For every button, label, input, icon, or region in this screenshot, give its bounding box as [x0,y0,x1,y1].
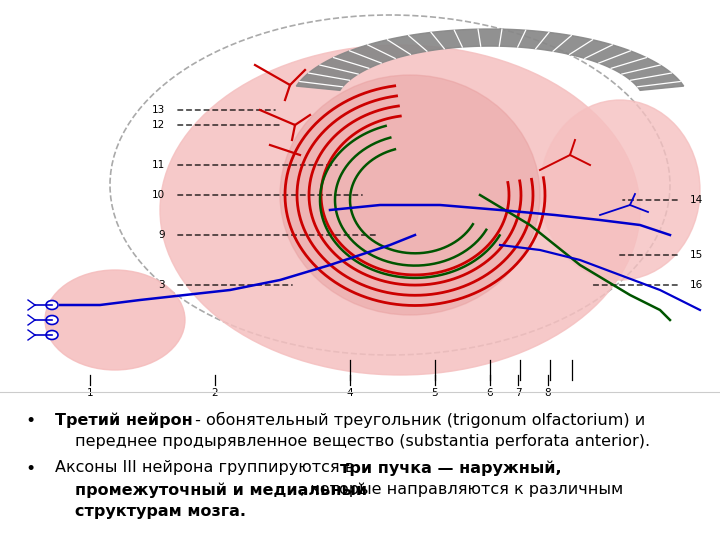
Text: 4: 4 [347,388,354,398]
Text: промежуточный и медиальный: промежуточный и медиальный [75,482,367,497]
Text: 11: 11 [152,160,165,170]
Ellipse shape [46,315,58,325]
Text: 6: 6 [487,388,493,398]
Ellipse shape [160,45,640,375]
Text: 2: 2 [212,388,218,398]
Text: •: • [25,460,35,478]
Text: - обонятельный треугольник (trigonum olfactorium) и: - обонятельный треугольник (trigonum olf… [190,412,645,428]
Ellipse shape [540,100,700,280]
Text: 10: 10 [152,190,165,200]
Ellipse shape [45,270,185,370]
Text: Третий нейрон: Третий нейрон [55,412,193,428]
Ellipse shape [46,300,58,309]
Text: переднее продырявленное вещество (substantia perforata anterior).: переднее продырявленное вещество (substa… [75,434,650,449]
Text: три пучка — наружный,: три пучка — наружный, [340,460,562,476]
Text: 7: 7 [515,388,521,398]
Ellipse shape [46,330,58,340]
Text: 15: 15 [690,250,703,260]
Text: 16: 16 [690,280,703,290]
Text: 14: 14 [690,195,703,205]
Text: 9: 9 [158,230,165,240]
Text: , которые направляются к различным: , которые направляются к различным [300,482,624,497]
Ellipse shape [280,75,540,315]
Text: 5: 5 [432,388,438,398]
Text: 13: 13 [152,105,165,115]
Text: 1: 1 [86,388,94,398]
Text: 8: 8 [545,388,552,398]
Text: •: • [25,412,35,430]
Polygon shape [297,29,684,90]
Text: структурам мозга.: структурам мозга. [75,504,246,519]
Text: Аксоны III нейрона группируются в: Аксоны III нейрона группируются в [55,460,359,475]
Text: 3: 3 [158,280,165,290]
Text: 12: 12 [152,120,165,130]
